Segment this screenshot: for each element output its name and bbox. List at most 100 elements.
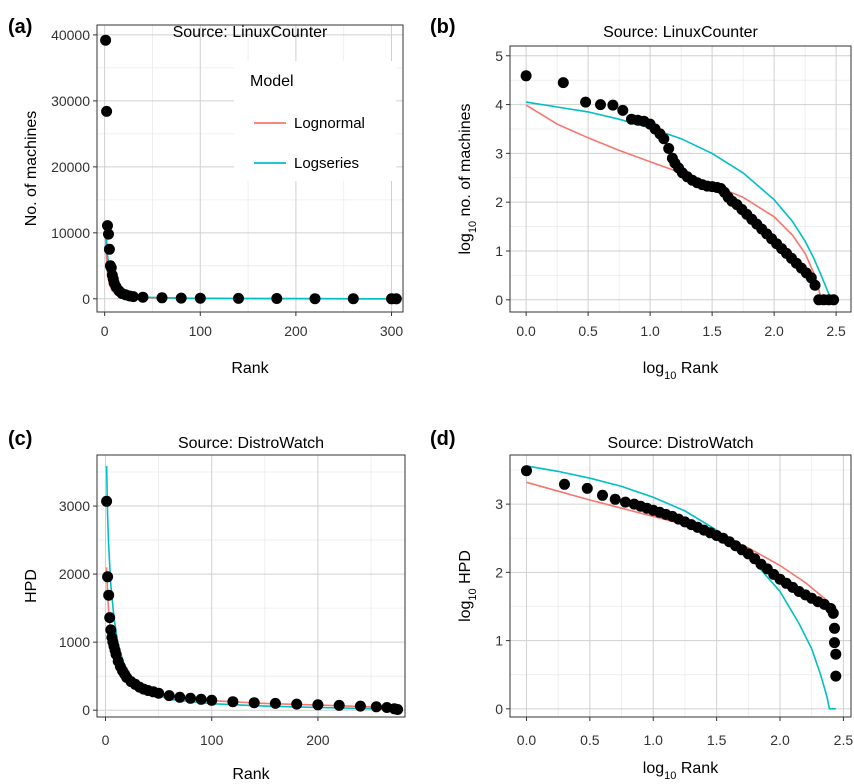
x-tick-label: 1.5 (707, 732, 727, 748)
data-point (830, 648, 842, 660)
data-points (100, 34, 402, 305)
panel-a: 0 100 200 300 0 10000 20000 30000 40000 (a) Source… (8, 16, 404, 377)
model-curves (105, 465, 398, 711)
data-point (520, 70, 532, 82)
y-axis-title: No. of machines (23, 111, 40, 227)
x-tick-label: 1.0 (640, 323, 660, 339)
y-axis-title: HPD (23, 569, 40, 603)
data-point (595, 99, 606, 111)
y-tick-label: 1 (495, 243, 503, 259)
data-point (581, 482, 593, 494)
major-grid (510, 46, 851, 312)
data-point (580, 96, 592, 108)
data-point (619, 496, 631, 508)
panel-label: (b) (430, 16, 456, 38)
legend: Model Lognormal Logseries (234, 61, 396, 181)
data-point (102, 571, 114, 583)
x-tick-label: 200 (284, 323, 308, 339)
y-tick-label: 30000 (51, 93, 90, 109)
data-point (103, 243, 115, 255)
plot-frame (96, 454, 406, 718)
data-point (609, 493, 621, 505)
y-tick-label: 10000 (51, 225, 90, 241)
data-point (185, 692, 196, 704)
data-point (103, 589, 115, 601)
data-point (102, 220, 113, 232)
plot-frame (509, 45, 852, 313)
panel-label: (d) (430, 428, 456, 450)
data-point (137, 291, 149, 303)
x-tick-label: 0.0 (516, 323, 536, 339)
data-point (809, 279, 821, 291)
data-point (100, 34, 112, 46)
x-tick-label: 300 (380, 323, 404, 339)
y-tick-label: 3000 (59, 498, 90, 514)
series-line-logseries (525, 101, 832, 301)
data-point (333, 699, 345, 711)
data-point (607, 99, 619, 111)
chart-title: Source: DistroWatch (178, 435, 324, 452)
data-point (156, 292, 168, 304)
minor-grid (97, 455, 405, 717)
data-points (520, 70, 840, 306)
y-tick-label: 0 (82, 291, 90, 307)
x-axis-title: Rank (232, 766, 270, 783)
data-point (521, 465, 532, 477)
plot-frame (509, 454, 852, 718)
x-tick-label: 2.0 (764, 323, 784, 339)
x-tick-label: 1.0 (644, 732, 664, 748)
x-tick-label: 0 (102, 732, 110, 748)
model-curves (104, 225, 392, 300)
y-tick-label: 4 (495, 97, 503, 113)
data-point (233, 292, 244, 304)
x-tick-label: 0 (101, 323, 109, 339)
panel-label: (c) (8, 428, 32, 450)
data-point (101, 105, 113, 117)
data-point (174, 691, 186, 703)
data-point (206, 694, 218, 706)
data-point (103, 228, 114, 240)
y-tick-label: 0 (495, 701, 503, 717)
panel-d: 0.0 0.5 1.0 1.5 2.0 2.5 0 1 2 3 (d) Source: DistroW… (430, 428, 853, 782)
data-point (271, 293, 283, 304)
data-point (175, 292, 187, 304)
y-tick-label: 1000 (59, 634, 90, 650)
data-points (521, 465, 842, 682)
x-tick-label: 100 (189, 323, 213, 339)
data-point (194, 292, 206, 304)
panel-b: 0.0 0.5 1.0 1.5 2.0 2.5 0 1 2 3 4 5 (b) Source: Linux… (430, 16, 852, 382)
legend-background (234, 61, 396, 181)
y-tick-label: 2 (495, 564, 503, 580)
chart-title: Source: LinuxCounter (603, 24, 758, 41)
y-tick-label: 3 (495, 496, 503, 512)
data-point (557, 77, 569, 89)
x-tick-label: 1.5 (702, 323, 722, 339)
chart-title: Source: DistroWatch (607, 435, 753, 452)
data-point (354, 700, 366, 712)
chart-title: Source: LinuxCounter (173, 24, 328, 41)
y-axis-title: log10 HPD (457, 550, 479, 622)
y-tick-label: 2000 (59, 566, 90, 582)
legend-title: Model (250, 73, 294, 90)
major-grid (510, 455, 851, 717)
data-point (309, 293, 321, 305)
data-point (248, 697, 260, 709)
data-point (829, 637, 840, 649)
x-tick-label: 2.0 (770, 732, 790, 748)
panel-label: (a) (8, 16, 32, 38)
y-tick-label: 5 (495, 48, 503, 64)
y-tick-label: 3 (495, 145, 503, 161)
y-axis-title: log10 no. of machines (457, 103, 479, 254)
data-point (104, 612, 116, 624)
major-grid (97, 455, 405, 717)
data-point (312, 699, 324, 711)
data-point (195, 693, 207, 705)
data-point (830, 670, 842, 682)
data-point (658, 133, 670, 145)
y-tick-label: 40000 (51, 27, 90, 43)
data-point (347, 293, 359, 305)
x-axis-title: Rank (231, 360, 269, 377)
y-tick-label: 2 (495, 194, 503, 210)
data-points (101, 495, 404, 715)
series-line-lognormal (526, 481, 837, 612)
